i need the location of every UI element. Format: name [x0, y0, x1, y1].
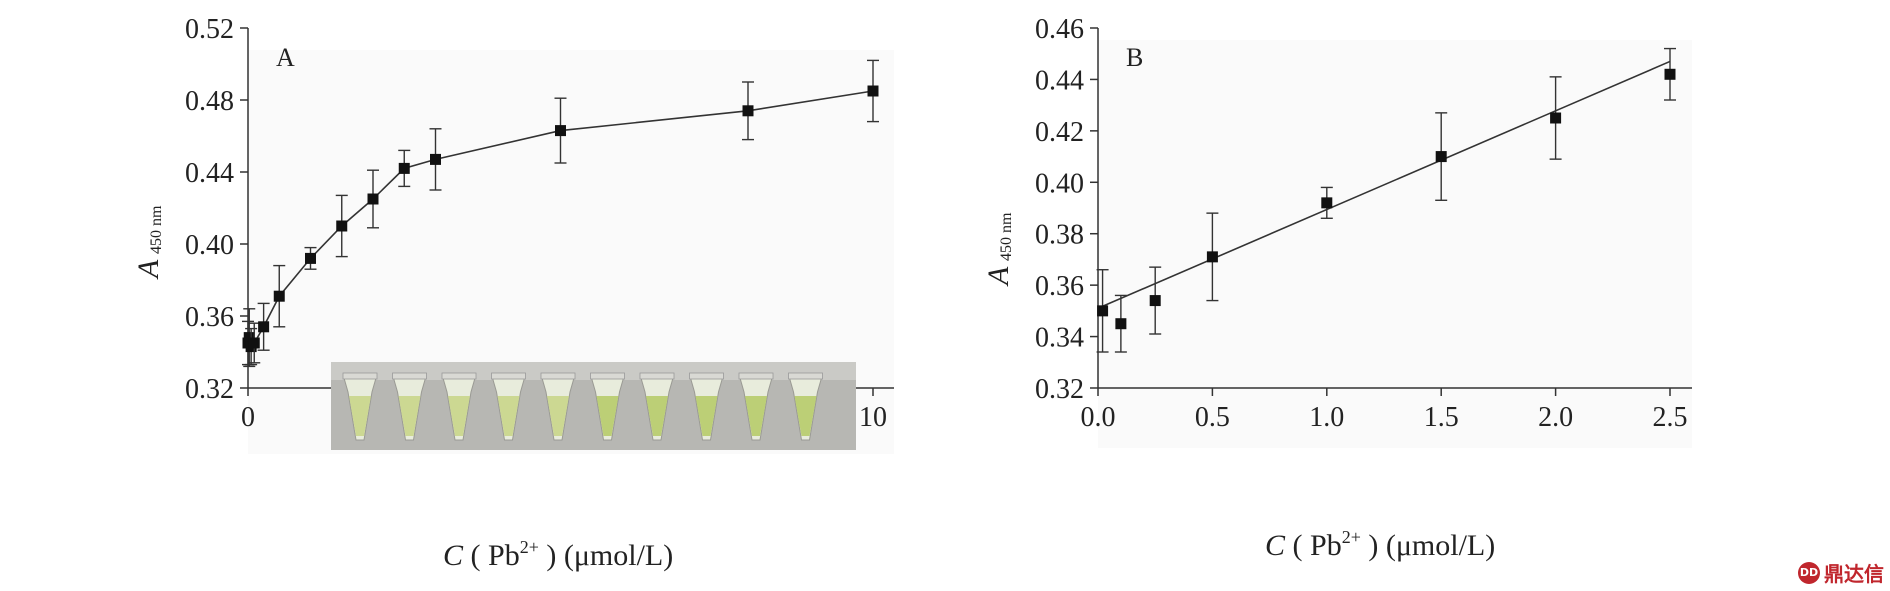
tube — [491, 372, 526, 441]
tube — [689, 372, 724, 441]
data-point-b — [1321, 197, 1333, 209]
y-tick-label-a: 0.32 — [185, 374, 234, 405]
tube-cap — [738, 372, 774, 380]
svg-text:A: A — [982, 266, 1015, 287]
x-tick-label-b: 0.0 — [1081, 402, 1116, 433]
tube-liquid — [596, 396, 619, 436]
tube-liquid — [695, 396, 718, 436]
data-point-b — [1206, 251, 1218, 263]
x-axis-label-a: C ( Pb2+ ) (μmol/L) — [443, 537, 673, 572]
y-axis-label-b: A 450 nm — [982, 212, 1015, 287]
y-tick-label-a: 0.52 — [185, 14, 234, 45]
tube-liquid — [794, 396, 817, 436]
y-tick-label-b: 0.42 — [1035, 117, 1084, 148]
x-tick-label-b: 2.5 — [1653, 402, 1688, 433]
tube — [590, 372, 625, 441]
y-tick-label-b: 0.46 — [1035, 14, 1084, 45]
y-tick-label-b: 0.32 — [1035, 374, 1084, 405]
tube-cap — [392, 372, 427, 380]
x-tick-label-a: 0 — [241, 402, 255, 433]
data-point-b — [1435, 151, 1447, 163]
data-point-a — [336, 220, 348, 232]
data-point-a — [258, 321, 270, 333]
data-point-b — [1664, 68, 1676, 80]
data-point-a — [555, 125, 566, 137]
tube-cap — [441, 372, 477, 380]
tube — [540, 372, 576, 441]
data-point-a — [273, 290, 285, 302]
plot-area-b — [1098, 40, 1692, 448]
tube-liquid — [547, 396, 569, 436]
watermark: DD 鼎达信 — [1798, 558, 1884, 587]
y-tick-label-a: 0.44 — [185, 158, 234, 189]
y-tick-label-a: 0.40 — [185, 230, 234, 261]
svg-text:A: A — [132, 259, 165, 280]
data-point-a — [398, 162, 410, 174]
tube — [392, 372, 427, 441]
x-tick-label-b: 1.0 — [1309, 402, 1344, 433]
tube-liquid — [646, 396, 668, 436]
data-point-a — [742, 105, 754, 117]
x-tick-label-b: 1.5 — [1424, 402, 1459, 433]
panel-label-a: A — [276, 43, 295, 72]
y-axis-label-a: A 450 nm — [132, 205, 165, 280]
data-point-a — [430, 153, 441, 165]
tube-liquid — [745, 396, 767, 436]
data-point-a — [248, 337, 260, 349]
y-tick-label-b: 0.40 — [1035, 168, 1084, 199]
tube-cap — [590, 372, 625, 380]
svg-text:450 nm: 450 nm — [998, 212, 1015, 261]
data-point-a — [367, 193, 379, 205]
tube-cap — [491, 372, 526, 380]
y-tick-label-a: 0.36 — [185, 302, 234, 333]
tube-cap — [788, 372, 823, 380]
tube — [738, 372, 774, 441]
tube-cap — [639, 372, 675, 380]
tube-cap — [342, 372, 378, 380]
data-point-a — [867, 85, 879, 97]
tube-liquid — [497, 396, 520, 436]
tube — [342, 372, 378, 441]
dd-logo-icon: DD — [1798, 561, 1820, 584]
y-tick-label-b: 0.36 — [1035, 271, 1084, 302]
tube — [441, 372, 477, 441]
y-tick-label-b: 0.38 — [1035, 220, 1084, 251]
data-point-b — [1097, 305, 1109, 317]
x-tick-label-b: 2.0 — [1538, 402, 1573, 433]
x-axis-label-b: C ( Pb2+ ) (μmol/L) — [1265, 527, 1495, 562]
panel-b: B A 450 nm C ( Pb2+ ) (μmol/L) 0.32 0.34 0… — [982, 14, 1692, 562]
data-point-b — [1115, 318, 1127, 330]
fit-line-b — [1097, 60, 1671, 310]
watermark-text: 鼎达信 — [1824, 562, 1884, 586]
data-point-b — [1149, 295, 1161, 307]
y-tick-label-b: 0.44 — [1035, 65, 1084, 96]
x-tick-label-b: 0.5 — [1195, 402, 1230, 433]
panel-label-b: B — [1126, 43, 1143, 72]
data-point-b — [1550, 112, 1562, 124]
svg-text:450 nm: 450 nm — [148, 205, 165, 254]
tube — [788, 372, 823, 441]
y-tick-label-a: 0.48 — [185, 86, 234, 117]
tube-liquid — [448, 396, 470, 436]
data-point-a — [305, 252, 316, 264]
y-tick-label-b: 0.34 — [1035, 323, 1084, 354]
tube-cap — [689, 372, 724, 380]
tube-cap — [540, 372, 576, 380]
x-tick-label-a: 10 — [859, 402, 887, 433]
tube-liquid — [349, 396, 371, 436]
tube-photo-inset — [331, 362, 856, 450]
tube-liquid — [398, 396, 421, 436]
tube — [639, 372, 675, 441]
panel-a: A A 450 nm C ( Pb2+ ) (μmol/L) 0.32 0.36 0… — [132, 14, 894, 572]
